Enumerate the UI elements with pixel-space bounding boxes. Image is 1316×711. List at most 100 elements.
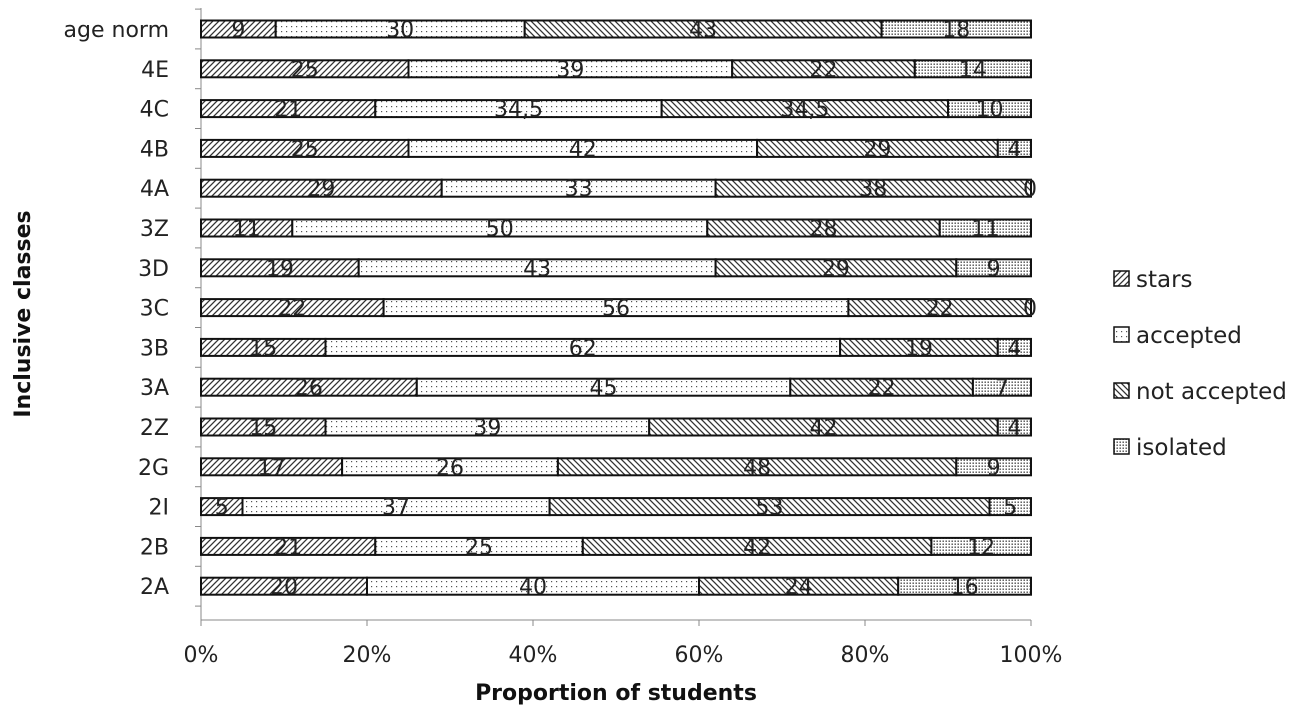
category-label: 2I	[149, 496, 170, 521]
data-label: 4	[1007, 137, 1021, 162]
data-label: 22	[278, 297, 306, 322]
data-label: 12	[967, 535, 995, 560]
data-label: 15	[249, 416, 277, 441]
data-label: 4	[1007, 336, 1021, 361]
data-label: 48	[743, 456, 771, 481]
x-tick-label: 0%	[184, 643, 219, 668]
data-label: 7	[995, 376, 1009, 401]
data-label: 34,5	[494, 98, 543, 123]
bar-segment-isolated	[955, 258, 1032, 278]
bar-segment-not-accepted	[714, 178, 1032, 198]
data-label: 42	[810, 416, 838, 441]
data-label: 0	[1023, 297, 1037, 322]
data-label: 30	[386, 18, 414, 43]
data-label: 56	[602, 297, 630, 322]
data-label: 43	[689, 18, 717, 43]
data-label: 16	[951, 575, 979, 600]
data-label: 40	[519, 575, 547, 600]
legend-swatch-stars	[1113, 270, 1130, 287]
data-label: 24	[785, 575, 813, 600]
legend-swatch-not-accepted	[1113, 382, 1130, 399]
data-label: 29	[307, 177, 335, 202]
data-label: 29	[863, 137, 891, 162]
data-label: 22	[868, 376, 896, 401]
data-label: 22	[810, 58, 838, 83]
data-label: 22	[926, 297, 954, 322]
data-label: 26	[295, 376, 323, 401]
category-label: 3D	[138, 257, 169, 282]
category-label: 2G	[138, 456, 169, 481]
x-tick-label: 20%	[343, 643, 392, 668]
data-label: 5	[215, 496, 229, 521]
category-label: 4C	[140, 98, 169, 123]
legend-label: stars	[1136, 267, 1193, 293]
bar-segment-isolated	[996, 337, 1032, 357]
data-label: 9	[231, 18, 245, 43]
data-label: 19	[266, 257, 294, 282]
x-tick-label: 100%	[1000, 643, 1063, 668]
data-label: 26	[436, 456, 464, 481]
bar-segment-isolated	[880, 19, 1032, 39]
bar-segment-isolated	[996, 138, 1032, 158]
data-label: 42	[569, 137, 597, 162]
legend-label: not accepted	[1136, 379, 1287, 405]
data-label: 25	[465, 535, 493, 560]
data-label: 20	[270, 575, 298, 600]
category-label: 3C	[140, 297, 169, 322]
data-label: 39	[556, 58, 584, 83]
category-label: 4A	[140, 177, 169, 202]
data-label: 39	[473, 416, 501, 441]
legend-swatch-accepted	[1113, 326, 1130, 343]
bar-segment-isolated	[971, 377, 1033, 397]
bar-segment-isolated	[930, 536, 1033, 556]
bar-segment-isolated	[996, 417, 1032, 437]
category-label: 3A	[140, 376, 169, 401]
data-label: 9	[987, 456, 1001, 481]
data-label: 25	[291, 58, 319, 83]
data-label: 11	[971, 217, 999, 242]
data-label: 37	[382, 496, 410, 521]
category-label: 3Z	[140, 217, 169, 242]
x-tick-label: 80%	[841, 643, 890, 668]
data-label: 42	[743, 535, 771, 560]
data-label: 25	[291, 137, 319, 162]
bar-segment-not-accepted	[847, 298, 1033, 318]
bar-segment-isolated	[913, 59, 1032, 79]
legend-label: isolated	[1136, 435, 1227, 461]
data-label: 50	[486, 217, 514, 242]
data-label: 29	[822, 257, 850, 282]
legend-swatch-isolated	[1113, 438, 1130, 455]
bar-segment-isolated	[988, 497, 1032, 517]
data-label: 34,5	[780, 98, 829, 123]
category-label: 2A	[140, 575, 169, 600]
data-label: 45	[590, 376, 618, 401]
category-label: 2B	[140, 535, 169, 560]
x-tick-label: 60%	[675, 643, 724, 668]
data-label: 43	[523, 257, 551, 282]
data-label: 0	[1023, 177, 1037, 202]
category-label: age norm	[64, 18, 169, 43]
legend-label: accepted	[1136, 323, 1242, 349]
category-label: 4B	[140, 137, 169, 162]
category-label: 4E	[141, 58, 169, 83]
bar-segment-isolated	[938, 218, 1033, 238]
data-label: 4	[1007, 416, 1021, 441]
data-label: 9	[987, 257, 1001, 282]
data-label: 19	[905, 336, 933, 361]
data-label: 5	[1003, 496, 1017, 521]
x-axis-title: Proportion of students	[475, 681, 757, 706]
bar-segment-isolated	[955, 457, 1032, 477]
data-label: 53	[756, 496, 784, 521]
data-label: 14	[959, 58, 987, 83]
bar-segment-isolated	[897, 576, 1033, 596]
data-label: 15	[249, 336, 277, 361]
data-label: 38	[859, 177, 887, 202]
data-label: 33	[565, 177, 593, 202]
data-label: 62	[569, 336, 597, 361]
data-label: 10	[976, 98, 1004, 123]
data-label: 18	[942, 18, 970, 43]
data-label: 21	[274, 98, 302, 123]
data-label: 21	[274, 535, 302, 560]
